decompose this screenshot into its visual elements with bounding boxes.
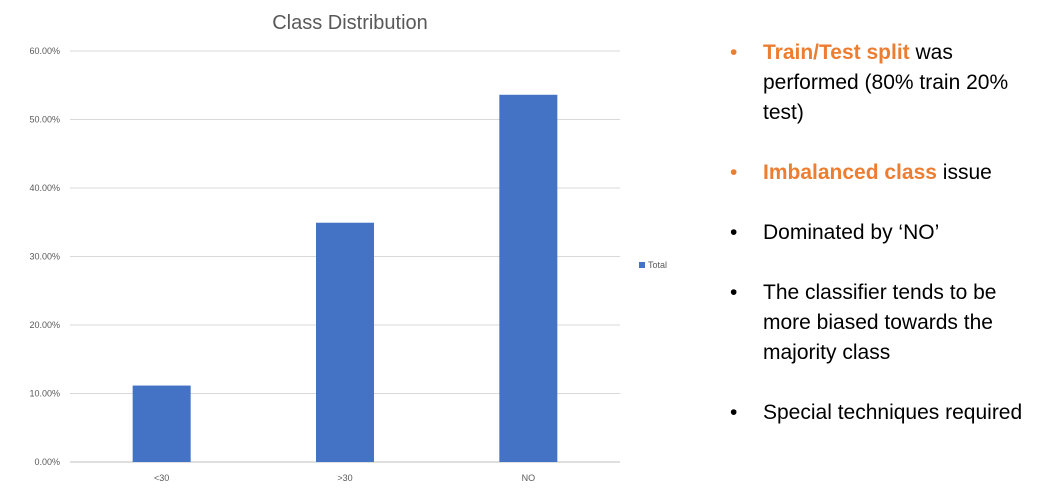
bar <box>316 222 374 462</box>
legend: Total <box>639 260 667 270</box>
bullet-item: • Imbalanced class issue <box>730 158 1035 188</box>
y-tick-label: 30.00% <box>29 252 60 262</box>
bullet-dot: • <box>730 41 738 64</box>
bullet-text: issue <box>936 161 992 184</box>
bar <box>499 94 558 463</box>
x-category-label: NO <box>522 473 536 483</box>
bullet-list: • Train/Test split was performed (80% tra… <box>730 38 1035 458</box>
bar <box>132 385 191 462</box>
chart-title: Class Distribution <box>272 12 428 34</box>
y-axis-ticks: 0.00% 10.00% 20.00% 30.00% 40.00% 50.00% 60.00… <box>29 46 60 467</box>
bullet-text: Special techniques required <box>763 401 1023 424</box>
y-tick-label: 60.00% <box>29 46 60 56</box>
x-category-label: >30 <box>337 473 352 483</box>
bullet-text: Dominated by ‘NO’ <box>763 221 940 244</box>
y-tick-label: 50.00% <box>29 115 60 125</box>
bullet-highlight: Imbalanced class <box>763 161 937 184</box>
y-tick-label: 10.00% <box>29 389 60 399</box>
bullet-dot: • <box>730 281 738 304</box>
bullet-dot: • <box>730 221 738 244</box>
x-axis-categories: <30 >30 NO <box>154 473 535 483</box>
x-category-label: <30 <box>154 473 169 483</box>
y-tick-label: 0.00% <box>34 457 60 467</box>
bullet-dot: • <box>730 401 738 424</box>
bullet-highlight: Train/Test split <box>763 41 910 64</box>
bullet-dot: • <box>730 161 738 184</box>
bullet-text: was performed (80% train 20% test) <box>763 41 1009 124</box>
bullet-item: • Dominated by ‘NO’ <box>730 218 1035 248</box>
bar-chart: Class Distribution 0.00% 10.00% 20.00% 30.0… <box>29 12 667 483</box>
bars <box>132 94 558 463</box>
bullet-text: The classifier tends to be more biased t… <box>763 281 997 364</box>
bullet-item: • Special techniques required <box>730 398 1035 428</box>
bullet-item: • The classifier tends to be more biased … <box>730 278 1035 368</box>
bullet-item: • Train/Test split was performed (80% tra… <box>730 38 1035 128</box>
legend-swatch <box>639 262 645 268</box>
y-tick-label: 40.00% <box>29 183 60 193</box>
legend-label: Total <box>648 260 667 270</box>
y-tick-label: 20.00% <box>29 320 60 330</box>
